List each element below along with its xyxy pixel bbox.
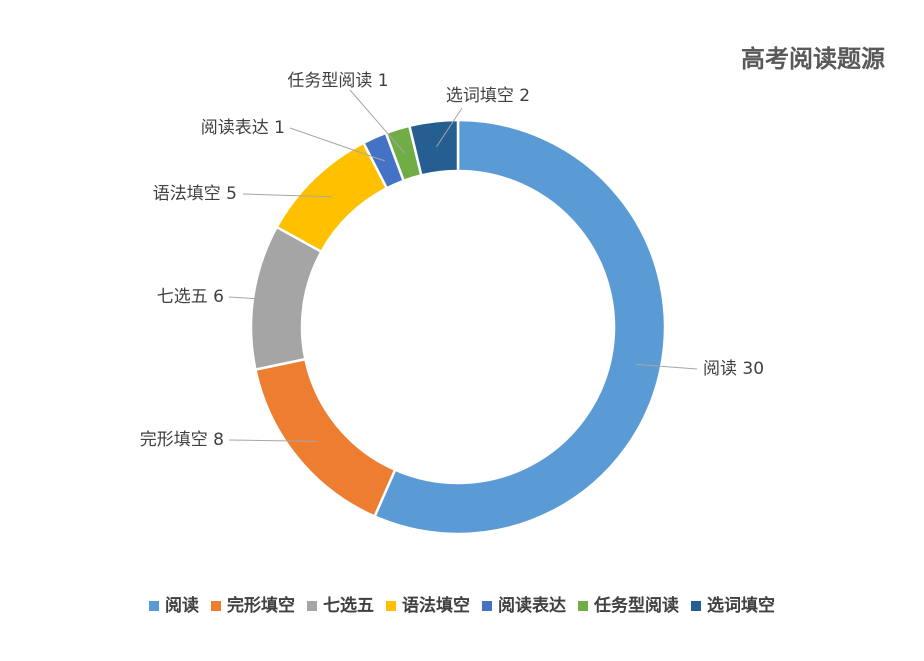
leader-line-7 <box>436 107 463 148</box>
data-label-3: 七选五 6 <box>157 287 224 307</box>
legend-label-2: 完形填空 <box>227 595 295 616</box>
legend-swatch-3 <box>307 601 317 611</box>
leader-line-3 <box>228 296 279 301</box>
donut-slice-3 <box>249 225 324 372</box>
leader-line-6 <box>349 89 406 154</box>
leader-line-1 <box>635 363 698 370</box>
legend-label-3: 七选五 <box>323 596 374 616</box>
legend-swatch-6 <box>578 601 588 611</box>
data-label-7: 选词填空 2 <box>446 86 530 106</box>
chart-title: 高考阅读题源 <box>741 45 885 73</box>
legend-swatch-5 <box>482 601 492 611</box>
leader-line-5 <box>289 127 385 162</box>
legend-swatch-2 <box>211 601 221 611</box>
legend-swatch-7 <box>691 601 701 611</box>
legend-label-7: 选词填空 <box>707 595 775 616</box>
leader-lines-group <box>228 89 698 442</box>
data-label-4: 语法填空 5 <box>153 184 237 204</box>
legend-label-5: 阅读表达 <box>498 595 566 616</box>
data-label-6: 任务型阅读 1 <box>287 71 388 91</box>
data-label-1: 阅读 30 <box>703 359 764 379</box>
donut-slice-7 <box>407 118 460 177</box>
donut-slice-1 <box>372 118 667 536</box>
data-label-2: 完形填空 8 <box>140 430 224 450</box>
data-label-5: 阅读表达 1 <box>201 118 285 138</box>
data-labels-group: 阅读 30 完形填空 8 七选五 6 语法填空 5 阅读表达 1 任务型阅读 1 选词填空 … <box>140 71 764 450</box>
legend-swatch-1 <box>149 601 159 611</box>
legend-label-1: 阅读 <box>165 595 199 616</box>
slices-group <box>249 118 667 536</box>
leader-line-2 <box>228 439 318 442</box>
legend-label-6: 任务型阅读 <box>593 595 679 616</box>
donut-slice-2 <box>253 357 397 519</box>
legend: 阅读 完形填空 七选五 语法填空 阅读表达 任务型阅读 选词填空 <box>149 595 775 616</box>
legend-swatch-4 <box>386 601 396 611</box>
legend-label-4: 语法填空 <box>402 595 470 616</box>
leader-line-4 <box>242 193 332 198</box>
donut-slice-4 <box>275 141 389 254</box>
